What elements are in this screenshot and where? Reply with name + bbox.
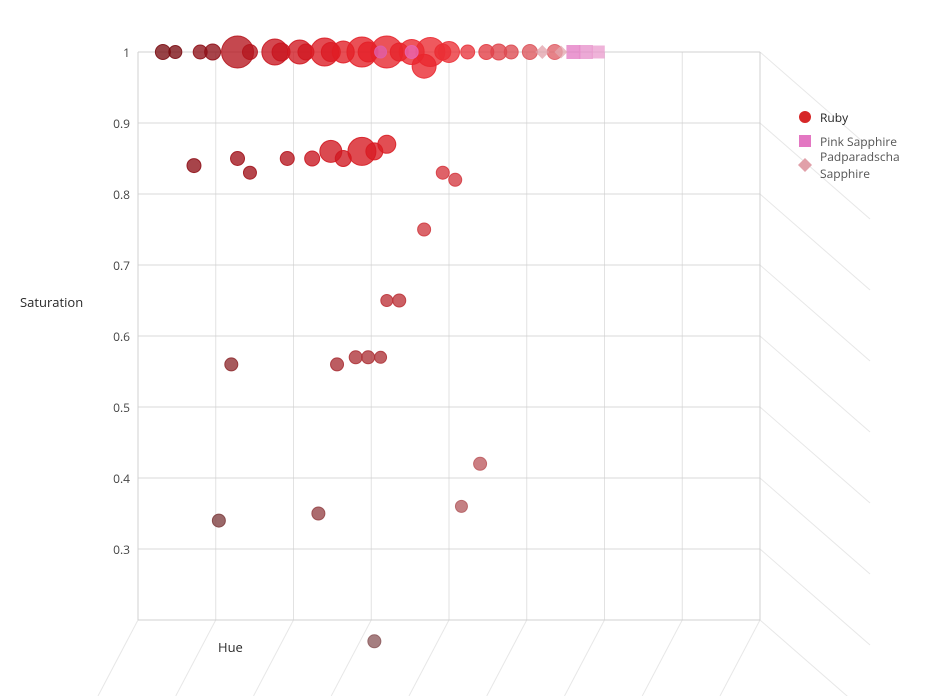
tick-label: 0.8 (90, 186, 130, 203)
tick-label: 1 (90, 44, 130, 61)
legend-item[interactable]: Ruby (798, 108, 928, 126)
tick-label: 0.3 (90, 541, 130, 558)
chart-root: Saturation Hue 0.3 0.4 0.5 0.6 0.7 0.8 0.9 1 Ru… (0, 0, 928, 696)
axis-label-saturation: Saturation (20, 293, 83, 311)
legend-label: Pink Sapphire (820, 133, 897, 150)
circle-icon (798, 110, 812, 124)
tick-label: 0.9 (90, 115, 130, 132)
tick-label: 0.6 (90, 328, 130, 345)
tick-label: 0.7 (90, 257, 130, 274)
square-icon (798, 134, 812, 148)
axis-label-hue: Hue (218, 638, 243, 656)
diamond-icon (798, 158, 812, 172)
points-svg (0, 0, 928, 696)
legend-label: Padparadscha Sapphire (820, 148, 928, 182)
legend-label: Ruby (820, 109, 848, 126)
legend-item[interactable]: Padparadscha Sapphire (798, 156, 928, 174)
legend[interactable]: RubyPink SapphirePadparadscha Sapphire (798, 108, 928, 180)
tick-label: 0.5 (90, 399, 130, 416)
tick-label: 0.4 (90, 470, 130, 487)
